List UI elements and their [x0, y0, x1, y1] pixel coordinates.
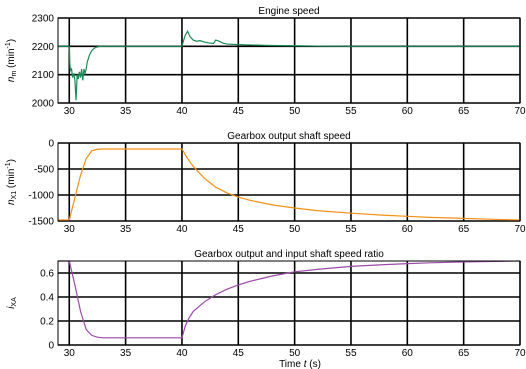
y-tick-label: 2000 — [32, 99, 55, 110]
plot-area — [58, 261, 520, 345]
series-line — [58, 260, 521, 339]
x-tick-label: 65 — [458, 106, 470, 117]
x-axis-label-suffix: (s) — [306, 359, 320, 369]
y-axis-label-unit: (min — [6, 48, 17, 70]
chart-title: Gearbox output shaft speed — [227, 131, 350, 142]
x-tick-label: 65 — [458, 348, 470, 359]
x-tick-label: 40 — [176, 224, 188, 235]
x-tick-label: 60 — [402, 106, 414, 117]
x-axis-label-prefix: Time — [279, 359, 304, 369]
x-axis-label: Time t (s) — [279, 359, 321, 369]
y-axis-label: nm (min-1) — [5, 39, 18, 82]
y-tick-label: 2100 — [32, 70, 55, 81]
y-tick-label: 2200 — [32, 42, 55, 53]
x-tick-label: 50 — [289, 224, 301, 235]
y-tick-label: 0 — [48, 139, 54, 150]
x-tick-label: 40 — [176, 106, 188, 117]
plot-frame — [57, 17, 521, 104]
x-tick-label: 45 — [233, 106, 245, 117]
x-tick-label: 30 — [64, 106, 76, 117]
y-axis-label: nX1 (min-1) — [5, 159, 18, 205]
y-axis-label-var: i — [6, 306, 17, 309]
y-axis-label-sup: -1 — [5, 162, 12, 168]
y-tick-label: 0.2 — [40, 317, 54, 328]
x-tick-label: 35 — [120, 224, 132, 235]
series-line — [58, 30, 520, 101]
y-axis-label-sub: X1 — [11, 191, 18, 200]
y-tick-label: -1000 — [28, 191, 54, 202]
y-axis-label: iXA — [6, 297, 18, 309]
y-tick-label: -500 — [34, 165, 54, 176]
y-axis-label-close: ) — [6, 39, 17, 42]
y-axis-label-sub: XA — [11, 297, 18, 307]
x-tick-label: 55 — [345, 348, 357, 359]
x-tick-label: 60 — [402, 348, 414, 359]
plot-frame — [57, 142, 521, 222]
x-tick-label: 55 — [345, 106, 357, 117]
y-axis-label-sup: -1 — [5, 42, 12, 48]
x-tick-label: 60 — [402, 224, 414, 235]
charts: 30 35 40 45 50 55 60 65 70 2000 2100 2200 2300 Engine… — [5, 6, 526, 359]
x-tick-label: 45 — [233, 348, 245, 359]
y-tick-label: 0 — [48, 341, 54, 352]
series-line — [58, 148, 521, 221]
y-tick-label: 0.6 — [40, 269, 54, 280]
chart-title: Engine speed — [258, 6, 319, 17]
chart-panel-3: 30 35 40 45 50 55 60 65 70 0 0.2 0.4 0.6 Gearbox outp… — [6, 249, 526, 359]
x-axis-label-var: t — [304, 359, 308, 369]
x-tick-label: 40 — [176, 348, 188, 359]
x-tick-label: 45 — [233, 224, 245, 235]
plot-area — [58, 18, 520, 103]
y-axis-label-var: n — [6, 76, 17, 82]
x-tick-label: 30 — [64, 224, 76, 235]
chart-panel-1: 30 35 40 45 50 55 60 65 70 2000 2100 2200 2300 Engine… — [5, 6, 526, 117]
x-tick-label: 30 — [64, 348, 76, 359]
x-tick-label: 50 — [289, 106, 301, 117]
y-tick-label: -1500 — [28, 217, 54, 228]
plot-frame — [57, 260, 521, 346]
y-axis-label-close: ) — [6, 159, 17, 162]
chart-title: Gearbox output and input shaft speed rat… — [194, 249, 384, 260]
x-tick-label: 70 — [514, 224, 526, 235]
y-axis-label-unit: (min — [6, 169, 17, 191]
x-tick-label: 55 — [345, 224, 357, 235]
x-tick-label: 70 — [514, 348, 526, 359]
x-tick-label: 50 — [289, 348, 301, 359]
chart-panel-2: 30 35 40 45 50 55 60 65 70 -1500 -1000 -500 0 Gearbox… — [5, 131, 526, 235]
x-tick-label: 35 — [120, 348, 132, 359]
x-tick-label: 70 — [514, 106, 526, 117]
y-tick-label: 2300 — [32, 14, 55, 25]
y-axis-label-var: n — [6, 199, 17, 205]
plot-area — [58, 143, 520, 221]
x-tick-label: 65 — [458, 224, 470, 235]
x-tick-label: 35 — [120, 106, 132, 117]
y-tick-label: 0.4 — [40, 293, 54, 304]
y-axis-label-sub: m — [11, 71, 18, 77]
